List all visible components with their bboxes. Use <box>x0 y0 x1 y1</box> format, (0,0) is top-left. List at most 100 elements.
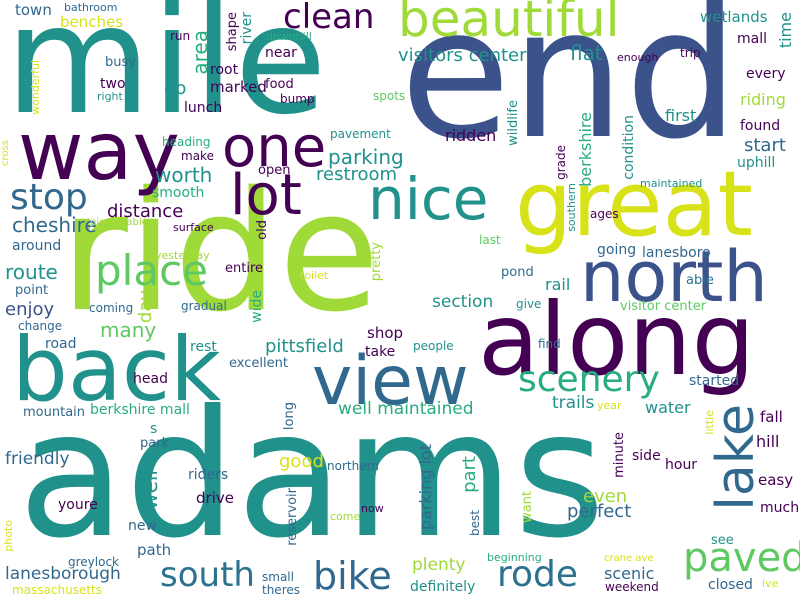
word-run: run <box>170 29 191 43</box>
word-ridden: ridden <box>445 126 497 145</box>
word-definitely: definitely <box>410 579 476 595</box>
word-visitors-center: visitors center <box>398 45 527 66</box>
word-massachusetts: massachusetts <box>12 583 103 597</box>
word-end: end <box>400 0 740 179</box>
word-busy: busy <box>105 55 136 70</box>
word-wetlands: wetlands <box>700 8 768 26</box>
word-restroom: restroom <box>316 164 398 185</box>
word-friendly: friendly <box>5 449 70 469</box>
word-shape: shape <box>225 12 240 52</box>
word-much: much <box>760 500 800 516</box>
word-way: way <box>18 105 180 198</box>
word-beautiful: beautiful <box>398 0 620 48</box>
word-day: day <box>135 290 156 324</box>
word-good: good <box>279 451 324 472</box>
word-uphill: uphill <box>737 155 776 171</box>
word-now: now <box>361 502 384 515</box>
word-ive: ive <box>762 577 779 590</box>
word-bathroom: bathroom <box>64 1 118 14</box>
word-route: route <box>5 260 58 284</box>
word-northern: northern <box>327 459 379 473</box>
word-wonderful: wonderful <box>29 60 42 115</box>
word-lunch: lunch <box>184 100 223 116</box>
word-marked: marked <box>210 78 267 96</box>
word-many: many <box>100 318 157 342</box>
word-surface: surface <box>173 221 214 234</box>
word-rest: rest <box>190 339 217 355</box>
word-right: right <box>97 90 123 103</box>
word-even: even <box>583 486 628 507</box>
word-theres: theres <box>262 583 300 597</box>
word-excellent: excellent <box>229 356 288 371</box>
word-park: park <box>140 436 170 451</box>
word-flat: flat <box>570 41 603 65</box>
word-yesterday: yesterday <box>155 249 210 262</box>
word-make: make <box>181 149 214 163</box>
word-trip: trip <box>680 46 701 60</box>
word-view: view <box>312 342 469 421</box>
word-head: head <box>133 371 168 387</box>
word-drive: drive <box>196 489 234 507</box>
word-spots: spots <box>373 89 406 103</box>
word-go: go <box>164 78 187 99</box>
word-mountain: mountain <box>23 405 86 420</box>
word-fall: fall <box>760 408 783 426</box>
word-greylock: greylock <box>68 555 119 569</box>
word-old: old <box>255 220 270 240</box>
word-pavement: pavement <box>330 127 391 141</box>
word-root: root <box>210 62 239 78</box>
word-found: found <box>740 118 781 134</box>
word-going: going <box>597 242 637 258</box>
word-section: section <box>432 292 494 312</box>
word-youre: youre <box>58 497 98 513</box>
word-first: first <box>665 106 697 125</box>
word-maintained: maintained <box>640 177 703 190</box>
word-road: road <box>45 336 77 352</box>
word-north: north <box>580 236 768 318</box>
word-wide: wide <box>249 290 265 323</box>
word-mall-top: mall <box>737 31 767 47</box>
word-see: see <box>711 533 734 548</box>
word-grade: grade <box>554 145 568 180</box>
word-perfect: perfect <box>567 501 632 522</box>
word-water: water <box>645 398 691 417</box>
word-town: town <box>15 1 52 19</box>
word-toilet: toilet <box>300 269 329 282</box>
word-well-maintained: well maintained <box>338 399 474 419</box>
word-started: started <box>689 373 740 389</box>
word-take: take <box>365 344 396 360</box>
word-every: every <box>746 66 786 82</box>
word-berkshire: berkshire <box>576 112 595 187</box>
word-distance: distance <box>107 201 184 222</box>
word-wildlife: wildlife <box>506 100 521 146</box>
word-visitor-center: visitor center <box>620 299 707 314</box>
word-great: great <box>515 152 753 257</box>
word-condition: condition <box>621 115 637 180</box>
word-along: along <box>478 281 756 398</box>
word-year: year <box>597 399 622 412</box>
word-able: able <box>686 273 714 288</box>
word-rail: rail <box>545 275 571 294</box>
word-back: back <box>12 318 222 421</box>
word-long: long <box>282 402 297 431</box>
word-part: part <box>459 456 480 493</box>
word-enjoy: enjoy <box>5 299 55 320</box>
word-gradual: gradual <box>181 299 227 313</box>
word-two: two <box>100 76 126 92</box>
word-around: around <box>12 238 62 254</box>
word-beginning: beginning <box>487 551 542 564</box>
word-ride: ride <box>60 156 380 348</box>
word-near: near <box>265 45 297 61</box>
word-smooth: smooth <box>152 185 205 201</box>
word-lanesborough: lanesborough <box>5 564 121 584</box>
word-easy: easy <box>758 471 794 489</box>
word-cheshire: cheshire <box>12 213 97 237</box>
word-small: small <box>262 570 294 584</box>
word-worth: worth <box>155 163 213 187</box>
word-path: path <box>137 541 172 559</box>
word-southern: southern <box>565 183 578 232</box>
word-s: s <box>150 421 158 437</box>
word-minute: minute <box>612 432 627 478</box>
word-find: find <box>538 337 561 351</box>
